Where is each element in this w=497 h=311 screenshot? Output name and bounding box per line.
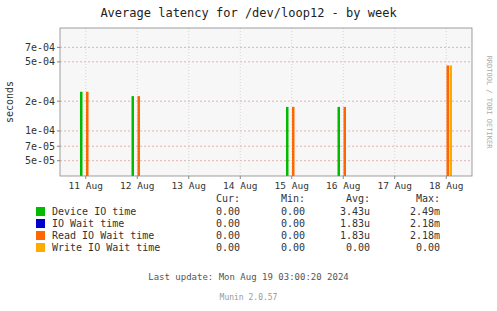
tick: [57, 146, 60, 147]
tick-label: 2e-04: [25, 96, 55, 107]
tick: [188, 176, 189, 179]
grid-line: [188, 28, 189, 176]
plot-frame: [60, 28, 472, 176]
chart: Average latency for /dev/loop12 - by wee…: [0, 0, 497, 311]
tick: [57, 61, 60, 62]
bar: [292, 107, 295, 176]
tick: [57, 101, 60, 102]
legend-value: 0.00: [216, 242, 240, 253]
tick: [57, 47, 60, 48]
legend-label: Write IO Wait time: [52, 242, 160, 253]
legend-value: 1.83u: [340, 230, 370, 241]
tick-label: 5e-04: [25, 56, 55, 67]
tick-label: 13 Aug: [172, 180, 206, 191]
grid-line: [60, 61, 472, 62]
tick-label: 16 Aug: [326, 180, 360, 191]
legend-header: Max:: [416, 193, 440, 204]
legend-value: 0.00: [281, 206, 305, 217]
grid-line: [60, 160, 472, 161]
tick-label: 18 Aug: [429, 180, 463, 191]
legend-value: 0.00: [346, 242, 370, 253]
legend-value: 0.00: [216, 206, 240, 217]
tick-label: 7e-05: [25, 141, 55, 152]
bar: [138, 96, 141, 176]
tick: [291, 176, 292, 179]
tick: [137, 176, 138, 179]
bar: [132, 96, 135, 176]
bars: [80, 65, 452, 176]
legend-label: IO Wait time: [52, 218, 124, 229]
legend-swatch: [36, 243, 45, 252]
bar: [447, 65, 450, 176]
legend-value: 1.83u: [340, 218, 370, 229]
legend-value: 0.00: [281, 218, 305, 229]
tick: [85, 176, 86, 179]
legend-header: Avg:: [346, 193, 370, 204]
annotation: RRDTOOL / TOBI OETIKER: [485, 56, 493, 150]
legend-value: 0.00: [281, 242, 305, 253]
legend-swatch: [36, 219, 45, 228]
tick: [343, 176, 344, 179]
plot-area: [60, 28, 472, 176]
grid-line: [60, 146, 472, 147]
legend-value: 0.00: [216, 230, 240, 241]
legend-header: Cur:: [216, 193, 240, 204]
tick: [57, 160, 60, 161]
legend-label: Read IO Wait time: [52, 230, 154, 241]
bar: [86, 92, 89, 176]
axis-label: seconds: [4, 81, 15, 123]
grid-line: [394, 28, 395, 176]
legend-value: 2.18m: [410, 230, 440, 241]
legend-value: 0.00: [281, 230, 305, 241]
tick: [394, 176, 395, 179]
bar: [286, 107, 289, 176]
bar: [344, 107, 347, 176]
bar: [450, 65, 453, 176]
bar: [80, 92, 83, 176]
legend-header: Min:: [281, 193, 305, 204]
legend-label: Device IO time: [52, 206, 136, 217]
tick-label: 17 Aug: [378, 180, 412, 191]
bar: [338, 107, 341, 176]
legend-value: 2.18m: [410, 218, 440, 229]
grid-line: [60, 47, 472, 48]
tick: [446, 176, 447, 179]
legend-swatch: [36, 231, 45, 240]
legend-swatch: [36, 207, 45, 216]
legend-value: 2.49m: [410, 206, 440, 217]
tick: [240, 176, 241, 179]
tick-label: 5e-05: [25, 155, 55, 166]
annotation: Last update: Mon Aug 19 03:00:20 2024: [148, 272, 348, 282]
grid-line: [60, 101, 472, 102]
tick-label: 11 Aug: [69, 180, 103, 191]
legend-value: 0.00: [416, 242, 440, 253]
tick: [57, 130, 60, 131]
tick-label: 14 Aug: [223, 180, 257, 191]
grid-line: [60, 130, 472, 131]
tick-label: 7e-04: [25, 42, 55, 53]
tick-label: 1e-04: [25, 125, 55, 136]
title: Average latency for /dev/loop12 - by wee…: [100, 6, 397, 20]
tick-label: 12 Aug: [120, 180, 154, 191]
legend-value: 3.43u: [340, 206, 370, 217]
tick-label: 15 Aug: [275, 180, 309, 191]
grid-line: [240, 28, 241, 176]
legend-value: 0.00: [216, 218, 240, 229]
annotation: Munin 2.0.57: [220, 293, 278, 302]
